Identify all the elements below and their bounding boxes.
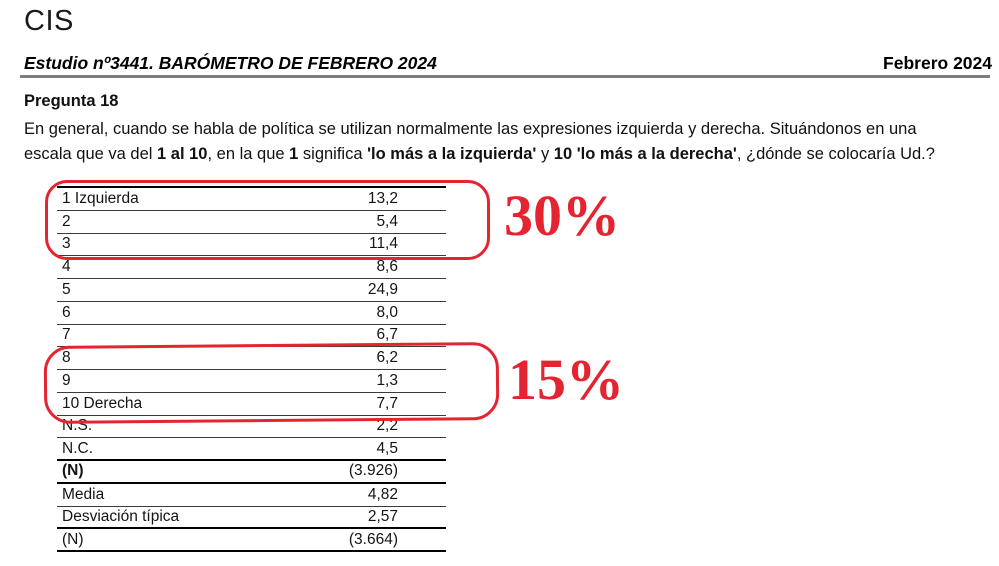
row-value: 7,7 (376, 394, 398, 412)
header-date: Febrero 2024 (883, 53, 992, 73)
row-label: 4 (62, 258, 71, 276)
row-value: 1,3 (376, 371, 398, 389)
cis-logo: CIS (24, 5, 74, 37)
row-label: 5 (62, 280, 71, 298)
question-text-segment: 10 (553, 144, 573, 163)
row-value: 11,4 (368, 235, 398, 253)
question-text-segment: escala que va del (24, 144, 158, 163)
row-label: 1 Izquierda (62, 189, 139, 207)
row-label: Desviación típica (62, 507, 180, 525)
row-label: (N) (62, 462, 84, 480)
row-value: 4,82 (367, 485, 398, 503)
table-row-4: 4 8,6 (57, 256, 446, 279)
question-text: En general, cuando se habla de política … (24, 117, 984, 166)
table-row-6: 6 8,0 (57, 302, 446, 325)
study-title: Estudio nº3441. BARÓMETRO DE FEBRERO 202… (24, 53, 437, 73)
question-text-segment: 1 al 10 (157, 144, 208, 163)
row-value: 4,5 (376, 439, 398, 457)
row-value: 8,0 (376, 303, 398, 321)
row-label: 8 (62, 349, 71, 367)
table-row-7: 7 6,7 (57, 325, 446, 348)
row-label: 10 Derecha (62, 394, 143, 412)
question-text-segment: y (536, 144, 554, 163)
table-row-2: 2 5,4 (57, 211, 446, 234)
row-value: (3.926) (348, 462, 398, 480)
question-text-segment: 'lo más a la izquierda' (367, 144, 537, 163)
table-row-11: N.S. 2,2 (57, 416, 446, 439)
row-label: 7 (62, 326, 71, 344)
table-row-12: N.C. 4,5 (57, 438, 446, 461)
table-row-10: 10 Derecha 7,7 (57, 393, 446, 416)
table-row-9: 9 1,3 (57, 370, 446, 393)
row-value: (3.664) (348, 530, 398, 548)
table-row-1: 1 Izquierda 13,2 (57, 188, 446, 211)
question-text-segment: , en la que (207, 144, 290, 163)
results-table: 1 Izquierda 13,2 2 5,4 3 11,4 4 8,6 5 24,9 6 8,0 7 6,… (57, 186, 446, 552)
row-label: 2 (62, 212, 71, 230)
question-text-line-1: En general, cuando se habla de política … (24, 117, 984, 142)
row-label: 9 (62, 371, 71, 389)
row-label: (N) (62, 530, 84, 548)
annotation-circle-right-block (43, 342, 500, 424)
row-value: 8,6 (376, 258, 398, 276)
table-row-15: Desviación típica 2,57 (57, 507, 446, 530)
annotation-30-percent-label: 30% (504, 183, 620, 248)
annotation-15-percent-label: 15% (508, 347, 624, 412)
row-label: N.S. (62, 417, 93, 435)
question-text-segment: significa (298, 144, 368, 163)
question-text-segment: 'lo más a la derecha' (576, 144, 737, 163)
question-number: Pregunta 18 (24, 92, 119, 110)
row-label: 6 (62, 303, 71, 321)
row-value: 2,2 (376, 417, 398, 435)
row-value: 24,9 (367, 280, 398, 298)
row-value: 2,57 (367, 507, 398, 525)
row-value: 6,2 (376, 349, 398, 367)
annotation-circle-left-block (45, 180, 490, 260)
table-row-13: (N) (3.926) (57, 461, 446, 484)
question-text-segment: , ¿dónde se colocaría Ud.? (736, 144, 935, 163)
table-row-8: 8 6,2 (57, 347, 446, 370)
row-label: N.C. (62, 439, 93, 457)
row-value: 13,2 (367, 189, 398, 207)
row-label: Media (62, 485, 105, 503)
table-row-14: Media 4,82 (57, 484, 446, 507)
question-text-segment: En general, cuando se habla de política … (24, 120, 917, 138)
header-divider (20, 75, 990, 78)
table-row-5: 5 24,9 (57, 279, 446, 302)
question-text-line-2: escala que va del 1 al 10, en la que 1 s… (24, 142, 984, 167)
row-value: 5,4 (376, 212, 398, 230)
table-row-16: (N) (3.664) (57, 529, 446, 552)
question-text-segment: 1 (289, 144, 299, 163)
row-value: 6,7 (376, 326, 398, 344)
